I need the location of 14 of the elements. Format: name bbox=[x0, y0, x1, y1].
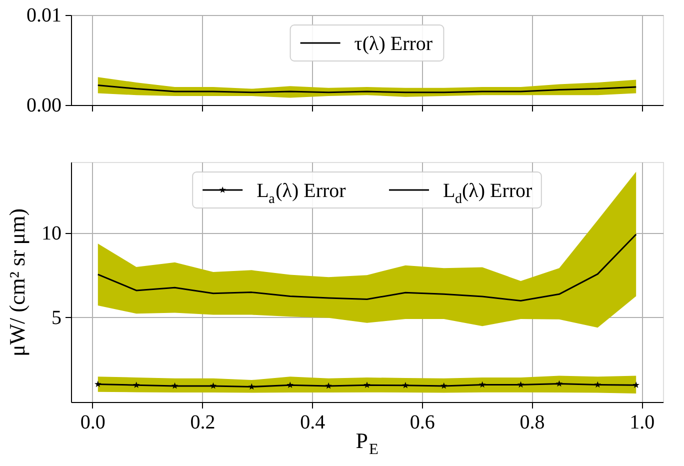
y-tick-label: 5 bbox=[52, 306, 62, 329]
y-tick-label: 10 bbox=[42, 222, 62, 244]
x-tick-label: 0.0 bbox=[80, 412, 106, 434]
line-series bbox=[97, 234, 637, 302]
y-tick-label: 0.00 bbox=[26, 94, 62, 116]
line-series bbox=[97, 84, 637, 94]
x-tick-label: 0.2 bbox=[190, 412, 216, 434]
x-tick-label: 0.4 bbox=[300, 412, 326, 434]
y-tick-label: 0.01 bbox=[26, 4, 62, 26]
x-tick-label: 0.8 bbox=[520, 412, 545, 434]
x-tick-label: 0.6 bbox=[410, 412, 435, 434]
x-tick-label: 1.0 bbox=[630, 412, 655, 434]
legend-label: τ(λ) Error bbox=[354, 33, 433, 55]
y-axis-title: μW/ (cm² sr μm) bbox=[4, 208, 30, 357]
